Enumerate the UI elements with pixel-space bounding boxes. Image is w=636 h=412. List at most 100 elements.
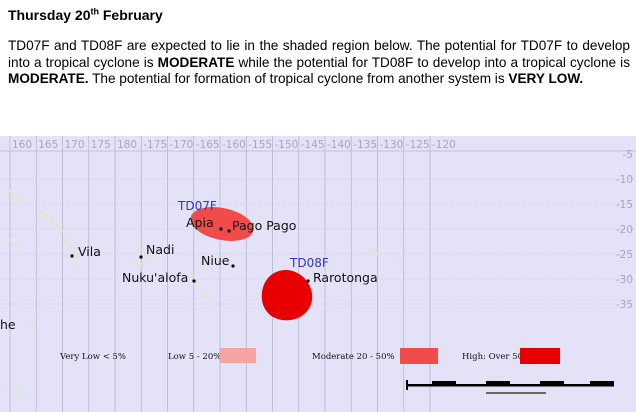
longitude-label: -130: [380, 139, 404, 151]
zone-td07f: [190, 206, 254, 242]
system-label-td08f: TD08F: [289, 256, 329, 270]
island-shape: [190, 272, 194, 276]
island-shape: [16, 196, 20, 200]
island-shape: [64, 238, 68, 242]
longitude-label: -135: [353, 139, 377, 151]
island-shape: [8, 238, 12, 242]
island-shape: [38, 211, 42, 215]
island-shape: [16, 244, 20, 248]
place-label: Rarotonga: [313, 270, 378, 285]
place-marker: [227, 229, 231, 233]
edge-place-label: he: [0, 317, 16, 332]
legend-high-swatch: [520, 348, 560, 364]
paragraph-text: while the potential for TD08F to develop…: [234, 54, 630, 70]
paragraph-text: The potential for formation of tropical …: [88, 71, 509, 86]
place-marker: [219, 227, 223, 231]
longitude-label: -170: [170, 139, 194, 151]
place-label: Vila: [78, 244, 101, 259]
risk-zones: TD07F TD08F: [177, 199, 329, 321]
island-shape: [32, 324, 36, 328]
island-shape: [72, 250, 76, 254]
island-shape: [12, 192, 16, 196]
scale-bar: [406, 380, 614, 394]
place-markers: Vila Nadi Apia Pago Pago Niue Nuku'alofa Rarot…: [0, 215, 378, 332]
longitude-label: -120: [432, 139, 456, 151]
scale-bar-segment: [406, 380, 408, 390]
island-shape: [202, 294, 206, 298]
latitude-label: -25: [616, 249, 633, 261]
paragraph-emphasis: MODERATE: [157, 54, 235, 70]
graticule: 160 165 170 175 180 -175 -170 -165 -160 -155 -150-…: [0, 136, 636, 412]
legend-moderate-swatch: [400, 348, 438, 364]
island-shape: [318, 286, 322, 290]
island-shape: [144, 251, 148, 255]
system-label-td07f: TD07F: [177, 199, 217, 213]
island-shape: [66, 254, 70, 258]
date-day: Thursday 20: [8, 7, 91, 23]
scale-bar-segment: [432, 381, 456, 386]
latitude-label: -15: [616, 199, 633, 211]
legend-high: High: Over 50%: [462, 352, 531, 362]
place-marker: [306, 279, 310, 283]
paragraph-emphasis: MODERATE.: [8, 71, 89, 86]
scale-bar-caption-mark: [486, 392, 546, 394]
longitude-label: -140: [327, 139, 351, 151]
paragraph-text: TD07F and TD08F are expected to lie in t…: [8, 38, 630, 70]
legend-moderate: Moderate 20 - 50%: [312, 352, 395, 362]
longitude-label: -150: [275, 139, 299, 151]
place-marker: [231, 264, 235, 268]
legend-very-low: Very Low < 5%: [59, 352, 126, 362]
island-shape: [56, 224, 60, 228]
island-shape: [50, 219, 54, 223]
latitude-label: -5: [623, 149, 633, 161]
island-shape: [134, 260, 138, 264]
island-shape: [396, 258, 400, 262]
date-month: February: [98, 7, 163, 23]
place-label: Pago Pago: [232, 218, 296, 233]
map-canvas: 160 165 170 175 180 -175 -170 -165 -160 -155 -150-…: [0, 136, 636, 412]
island-shape: [20, 200, 24, 204]
outlook-map: 160 165 170 175 180 -175 -170 -165 -160 -155 -150-…: [0, 136, 636, 412]
legend-low: Low 5 - 20%: [168, 352, 221, 362]
longitude-label: -125: [406, 139, 430, 151]
legend-low-swatch: [220, 348, 256, 363]
longitude-label: -175: [143, 139, 167, 151]
place-marker: [192, 279, 196, 283]
map-legend: Very Low < 5% Low 5 - 20% Moderate 20 - 50…: [59, 348, 560, 364]
island-shape: [58, 232, 62, 236]
place-label: Apia: [186, 215, 214, 230]
longitude-label: -165: [196, 139, 220, 151]
ocean-background: [0, 136, 636, 412]
longitude-label: -145: [301, 139, 325, 151]
longitude-label: -160: [222, 139, 246, 151]
paragraph-emphasis: VERY LOW.: [508, 71, 584, 86]
island-shape: [12, 384, 16, 388]
place-marker: [70, 254, 74, 258]
date-ordinal: th: [90, 6, 99, 17]
island-shape: [8, 189, 12, 193]
scale-bar-segment: [540, 381, 564, 386]
place-marker: [139, 255, 143, 259]
island-shape: [44, 214, 48, 218]
island-shape: [74, 256, 78, 260]
island-shape: [138, 247, 142, 251]
place-label: Nadi: [146, 242, 174, 257]
longitude-label: 180: [117, 139, 137, 151]
latitude-label: -20: [616, 224, 633, 236]
scale-bar-segment: [590, 381, 614, 386]
island-shape: [60, 229, 64, 233]
scale-bar-segment: [486, 381, 510, 386]
place-label: Nuku'alofa: [122, 270, 188, 285]
zone-td08f: [261, 270, 313, 321]
island-shape: [68, 244, 72, 248]
longitude-label: 175: [91, 139, 111, 151]
place-label: Niue: [201, 253, 230, 268]
island-shape: [18, 390, 22, 394]
longitude-label: 170: [65, 139, 85, 151]
longitude-label: 165: [38, 139, 58, 151]
island-shape: [148, 254, 152, 258]
latitude-label: -30: [616, 274, 633, 286]
longitude-label: 160: [12, 139, 32, 151]
island-shape: [28, 320, 32, 324]
bulletin-date-heading: Thursday 20th February: [8, 6, 163, 24]
